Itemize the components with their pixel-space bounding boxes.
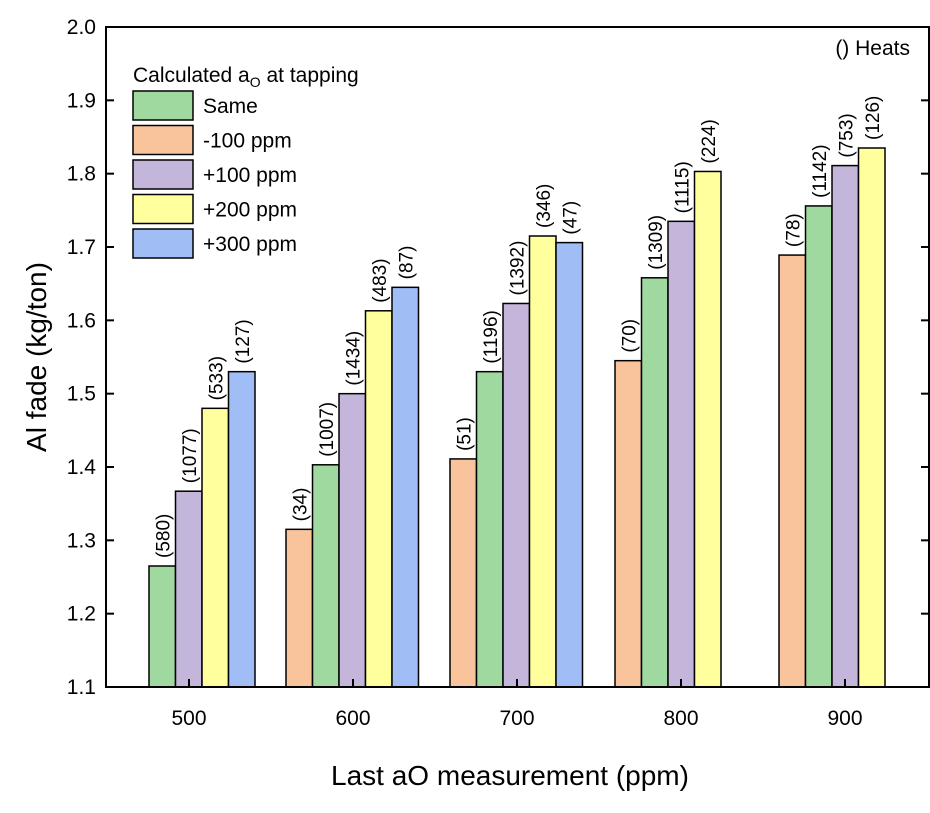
bar-count-label: (533)	[206, 356, 227, 400]
x-tick-label: 500	[171, 707, 206, 730]
bar-900-200ppm	[857, 147, 886, 688]
legend-label: Same	[203, 95, 258, 118]
legend: Calculated aO at tapping Same -100 ppm +10…	[132, 64, 359, 259]
legend-swatch	[132, 159, 194, 190]
legend-title-subscript: O	[250, 74, 261, 90]
y-tick-label: 1.9	[67, 89, 96, 112]
y-tick-label: 1.8	[67, 163, 96, 186]
legend-label: +300 ppm	[203, 233, 297, 256]
y-tick-label: 2.0	[67, 16, 96, 39]
bar-count-label: (87)	[396, 246, 417, 280]
legend-title-main: Calculated a	[133, 64, 250, 87]
y-tick-label: 1.1	[67, 676, 96, 699]
legend-swatch	[132, 90, 194, 121]
legend-label: -100 ppm	[203, 130, 292, 153]
bar-count-label: (224)	[699, 119, 720, 163]
bar-count-label: (78)	[783, 213, 804, 247]
legend-items: Same -100 ppm +100 ppm +200 ppm +300 ppm	[132, 90, 297, 259]
bar-800-Same	[640, 277, 669, 688]
bar-count-label: (580)	[153, 514, 174, 558]
bar-500-200ppm	[201, 407, 230, 688]
x-ticks-layer: 500 600 700 800 900	[171, 679, 863, 730]
bar-800-100ppm	[667, 220, 696, 688]
bar-900-100ppm	[778, 254, 807, 688]
bar-count-label: (1434)	[343, 331, 364, 386]
x-tick-label: 800	[663, 707, 698, 730]
bar-count-label: (1309)	[646, 215, 667, 270]
bar-count-label: (47)	[560, 201, 581, 235]
legend-title-rest: at tapping	[261, 64, 359, 87]
x-tick-label: 700	[499, 707, 534, 730]
bar-500-Same	[148, 565, 177, 688]
bar-600-200ppm	[364, 310, 393, 688]
bar-count-label: (1392)	[507, 241, 528, 296]
x-tick-label: 900	[827, 707, 862, 730]
bar-count-label: (1142)	[810, 144, 831, 198]
bar-count-label: (346)	[534, 184, 555, 228]
bar-800-200ppm	[693, 170, 722, 688]
y-tick-label: 1.4	[67, 456, 97, 479]
legend-swatch	[132, 228, 194, 259]
bar-count-label: (1007)	[317, 402, 338, 457]
bar-700-100ppm	[502, 302, 531, 688]
heats-note: () Heats	[835, 37, 910, 60]
y-tick-label: 1.3	[67, 529, 96, 552]
legend-swatch	[132, 124, 194, 156]
y-tick-label: 1.2	[67, 603, 96, 626]
y-tick-label: 1.7	[67, 236, 96, 259]
bar-500-300ppm	[227, 370, 256, 688]
x-axis-title: Last aO measurement (ppm)	[331, 760, 689, 791]
bar-900-Same	[804, 205, 833, 688]
bar-700-100ppm	[449, 458, 478, 688]
bar-500-100ppm	[174, 490, 203, 688]
bars-layer	[148, 147, 886, 688]
bar-count-label: (1077)	[180, 428, 201, 483]
y-axis-title: Al fade (kg/ton)	[21, 262, 52, 452]
y-tick-label: 1.6	[67, 309, 96, 332]
y-tick-label: 1.5	[67, 383, 96, 406]
bar-800-100ppm	[614, 359, 643, 688]
bar-count-label: (1196)	[481, 310, 502, 364]
bar-count-label: (51)	[454, 417, 475, 451]
bar-700-Same	[475, 370, 504, 688]
bar-600-300ppm	[391, 286, 420, 688]
legend-label: +200 ppm	[203, 199, 297, 222]
legend-swatch	[132, 193, 194, 225]
bar-count-label: (1115)	[672, 161, 693, 213]
bar-900-100ppm	[831, 164, 860, 688]
bar-count-label: (70)	[619, 319, 640, 353]
legend-label: +100 ppm	[203, 164, 297, 187]
bar-700-300ppm	[555, 241, 584, 688]
y-ticks-layer: 1.1 1.2 1.3 1.4 1.5 1.6 1.7 1.8 1.9 2.0	[67, 16, 929, 699]
bar-600-Same	[311, 464, 340, 688]
bar-600-100ppm	[285, 528, 314, 688]
bar-700-200ppm	[528, 235, 557, 688]
bar-600-100ppm	[338, 392, 367, 688]
bar-count-label: (753)	[836, 113, 857, 157]
bar-count-label: (127)	[233, 319, 254, 363]
legend-title: Calculated aO at tapping	[133, 64, 359, 90]
x-tick-label: 600	[335, 707, 370, 730]
bar-count-label: (126)	[863, 96, 884, 140]
bar-count-label: (34)	[290, 488, 311, 522]
bar-count-label: (483)	[370, 258, 391, 302]
bar-labels-layer: (580) (1077) (533) (127) (34) (1007)(1434) (48…	[153, 96, 884, 558]
